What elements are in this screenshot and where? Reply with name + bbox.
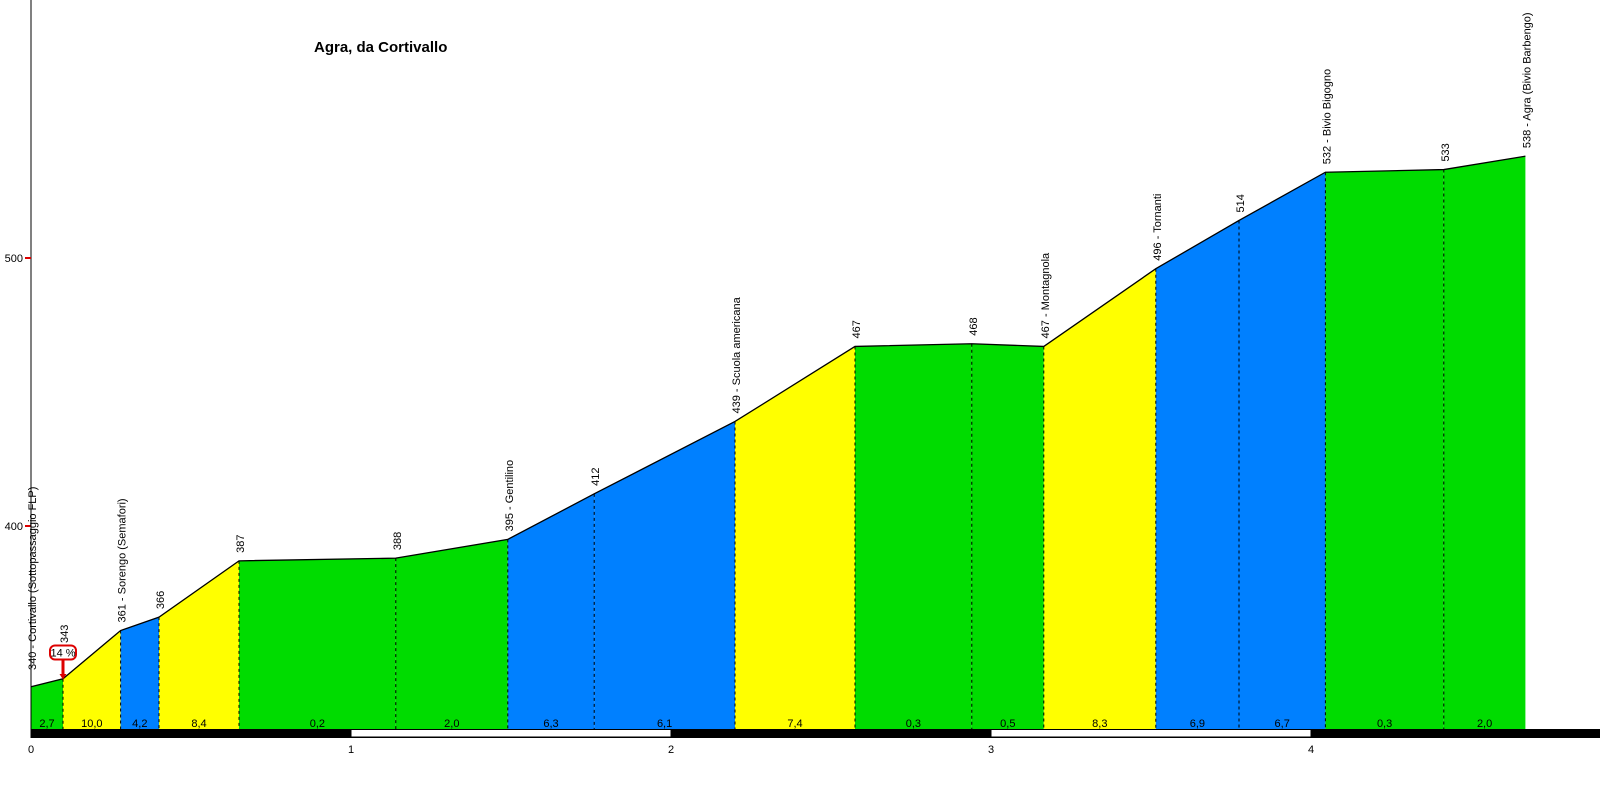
gradient-percentage-label: 6,9 — [1190, 718, 1205, 730]
profile-outline — [30, 155, 1526, 688]
x-axis-km-label: 1 — [348, 744, 354, 756]
y-axis-tick-label: 500 — [5, 253, 23, 265]
y-axis-tick-label: 400 — [5, 521, 23, 533]
profile-segment — [159, 560, 239, 729]
profile-segment — [395, 539, 508, 729]
km-scale-bar-white-segment — [990, 729, 1312, 738]
profile-segment — [239, 558, 396, 729]
elevation-point-label: 388 — [392, 532, 404, 550]
gradient-percentage-label: 0,3 — [906, 718, 921, 730]
profile-segment — [971, 343, 1044, 729]
profile-segment — [1443, 156, 1526, 729]
gradient-percentage-label: 2,7 — [39, 718, 54, 730]
elevation-point-label: 467 — [851, 320, 863, 338]
elevation-point-label: 532 - Bivio Bigogno — [1321, 69, 1333, 164]
max-gradient-marker-box — [49, 644, 77, 661]
max-gradient-marker-arrow — [59, 674, 67, 680]
gradient-percentage-label: 4,2 — [132, 718, 147, 730]
profile-segment — [594, 421, 735, 729]
elevation-point-label: 467 - Montagnola — [1040, 252, 1052, 338]
profile-segment — [507, 493, 595, 729]
elevation-point-label: 496 - Tornanti — [1152, 194, 1164, 261]
elevation-point-label: 395 - Gentilino — [504, 460, 516, 532]
elevation-point-label: 340 - Cortivallo (Sottopassaggio FLP) — [27, 487, 39, 670]
chart-title: Agra, da Cortivallo — [314, 39, 448, 56]
elevation-point-label: 514 — [1235, 194, 1247, 212]
x-axis-km-label: 4 — [1308, 744, 1314, 756]
profile-segment — [855, 343, 972, 729]
profile-segment — [63, 630, 121, 729]
elevation-point-label: 387 — [235, 534, 247, 552]
gradient-percentage-label: 2,0 — [444, 718, 459, 730]
elevation-point-label: 439 - Scuola americana — [731, 296, 743, 413]
profile-segment — [1155, 220, 1239, 730]
gradient-percentage-label: 0,2 — [310, 718, 325, 730]
profile-segment — [1325, 169, 1444, 729]
gradient-percentage-label: 6,7 — [1275, 718, 1290, 730]
elevation-point-label: 468 — [968, 317, 980, 335]
elevation-point-label: 412 — [590, 467, 602, 485]
profile-segment — [1239, 172, 1326, 730]
profile-segment — [120, 617, 159, 729]
profile-segment — [735, 346, 855, 729]
elevation-point-label: 366 — [155, 591, 167, 609]
gradient-percentage-label: 10,0 — [81, 718, 102, 730]
x-axis-km-label: 2 — [668, 744, 674, 756]
x-axis-km-label: 3 — [988, 744, 994, 756]
gradient-percentage-label: 8,3 — [1092, 718, 1107, 730]
gradient-percentage-label: 6,3 — [543, 718, 558, 730]
km-scale-bar-white-segment — [350, 729, 672, 738]
gradient-percentage-label: 8,4 — [191, 718, 206, 730]
km-scale-bar — [31, 729, 1600, 738]
elevation-point-label: 361 - Sorengo (Semafori) — [117, 498, 129, 622]
gradient-percentage-label: 7,4 — [787, 718, 802, 730]
elevation-point-label: 343 — [59, 625, 71, 643]
gradient-percentage-label: 0,5 — [1000, 718, 1015, 730]
profile-segment — [1043, 268, 1156, 729]
elevation-point-label: 533 — [1440, 143, 1452, 161]
gradient-percentage-label: 0,3 — [1377, 718, 1392, 730]
elevation-point-label: 538 - Agra (Bivio Barbengo) — [1521, 12, 1533, 148]
profile-segment — [31, 678, 63, 729]
max-gradient-marker-label: 14 % — [50, 648, 75, 660]
gradient-percentage-label: 2,0 — [1477, 718, 1492, 730]
x-axis-km-label: 0 — [28, 744, 34, 756]
gradient-percentage-label: 6,1 — [657, 718, 672, 730]
